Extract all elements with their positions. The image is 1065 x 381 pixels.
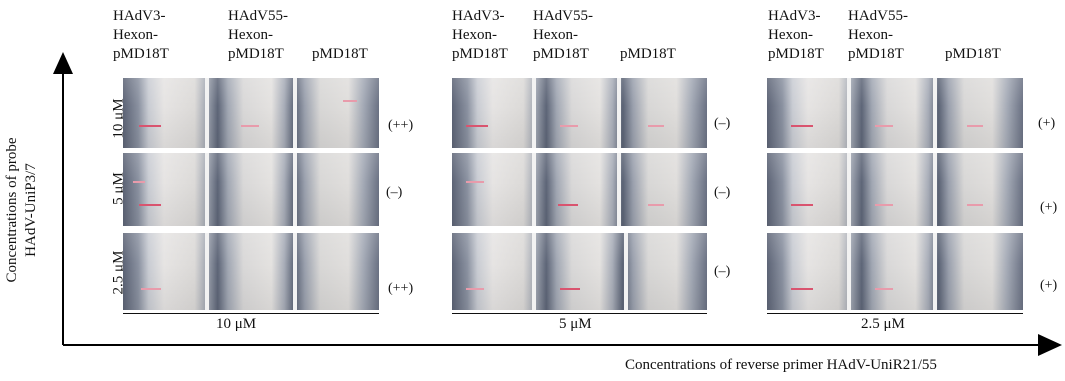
test-line: [466, 181, 484, 183]
group-bracket: [767, 313, 1023, 314]
test-line: [241, 125, 259, 127]
y-axis-title-line-2: HAdV-UniP3/7: [23, 163, 39, 257]
test-line: [648, 204, 664, 206]
column-label-pmd18t: pMD18T: [620, 46, 676, 62]
result-label: (+): [1040, 200, 1058, 215]
column-label-pmd18t: pMD18T: [945, 46, 1001, 62]
x-group-label: 10 μM: [216, 316, 257, 332]
test-line: [791, 125, 813, 127]
strip-photo: [452, 153, 707, 226]
y-axis-title-line-1: Concentrations of probe: [4, 137, 20, 283]
photo-divider: [532, 153, 536, 226]
result-label: (++): [388, 118, 414, 133]
photo-divider: [205, 153, 209, 226]
test-line: [141, 288, 161, 290]
photo-divider: [532, 78, 536, 148]
column-label-hadv55: HAdV55- Hexon- pMD18T: [848, 8, 908, 62]
photo-divider: [293, 233, 297, 310]
photo-divider: [293, 153, 297, 226]
test-line: [466, 288, 484, 290]
result-label: (++): [388, 281, 414, 296]
result-label: (–): [714, 264, 731, 279]
strip-photo: [767, 78, 1023, 148]
photo-divider: [847, 233, 851, 310]
result-label: (+): [1038, 116, 1056, 131]
group-bracket: [123, 313, 379, 314]
photo-divider: [847, 78, 851, 148]
result-label: (–): [714, 185, 731, 200]
test-line: [139, 204, 161, 206]
strip-photo: [123, 78, 379, 148]
strip-photo: [452, 233, 707, 310]
column-label-hadv3: HAdV3- Hexon- pMD18T: [768, 8, 824, 62]
strip-photo: [767, 233, 1023, 310]
photo-divider: [532, 233, 536, 310]
x-group-label: 5 μM: [559, 316, 592, 332]
photo-divider: [205, 233, 209, 310]
photo-divider: [933, 78, 937, 148]
photo-divider: [617, 153, 621, 226]
x-axis-arrowhead: [1038, 334, 1062, 356]
y-axis-arrowhead: [53, 52, 73, 74]
photo-divider: [617, 78, 621, 148]
test-line: [791, 288, 813, 290]
test-line: [967, 125, 983, 127]
photo-divider: [933, 153, 937, 226]
strip-photo: [123, 233, 379, 310]
column-label-hadv3: HAdV3- Hexon- pMD18T: [113, 8, 169, 62]
result-label: (–): [714, 116, 731, 131]
x-group-label: 2.5 μM: [861, 316, 905, 332]
column-label-hadv3: HAdV3- Hexon- pMD18T: [452, 8, 508, 62]
test-line: [875, 125, 893, 127]
photo-divider: [847, 153, 851, 226]
strip-photo: [123, 153, 379, 226]
group-bracket: [452, 313, 707, 314]
photo-divider: [933, 233, 937, 310]
photo-divider: [624, 233, 628, 310]
photo-divider: [293, 78, 297, 148]
column-label-hadv55: HAdV55- Hexon- pMD18T: [228, 8, 288, 62]
test-line: [133, 181, 145, 183]
column-label-hadv55: HAdV55- Hexon- pMD18T: [533, 8, 593, 62]
test-line: [139, 125, 161, 127]
y-axis-title: Concentrations of probe HAdV-UniP3/7: [3, 125, 43, 295]
test-line: [560, 288, 580, 290]
x-axis-title: Concentrations of reverse primer HAdV-Un…: [625, 357, 937, 373]
test-line: [466, 125, 488, 127]
test-line: [558, 204, 578, 206]
test-line: [967, 204, 983, 206]
test-line: [560, 125, 578, 127]
photo-divider: [205, 78, 209, 148]
test-line: [343, 100, 357, 102]
test-line: [875, 288, 893, 290]
result-label: (+): [1040, 278, 1058, 293]
column-label-pmd18t: pMD18T: [312, 46, 368, 62]
strip-photo: [452, 78, 707, 148]
test-line: [791, 204, 813, 206]
test-line: [875, 204, 893, 206]
test-line: [648, 125, 664, 127]
strip-photo: [767, 153, 1023, 226]
result-label: (–): [386, 185, 403, 200]
